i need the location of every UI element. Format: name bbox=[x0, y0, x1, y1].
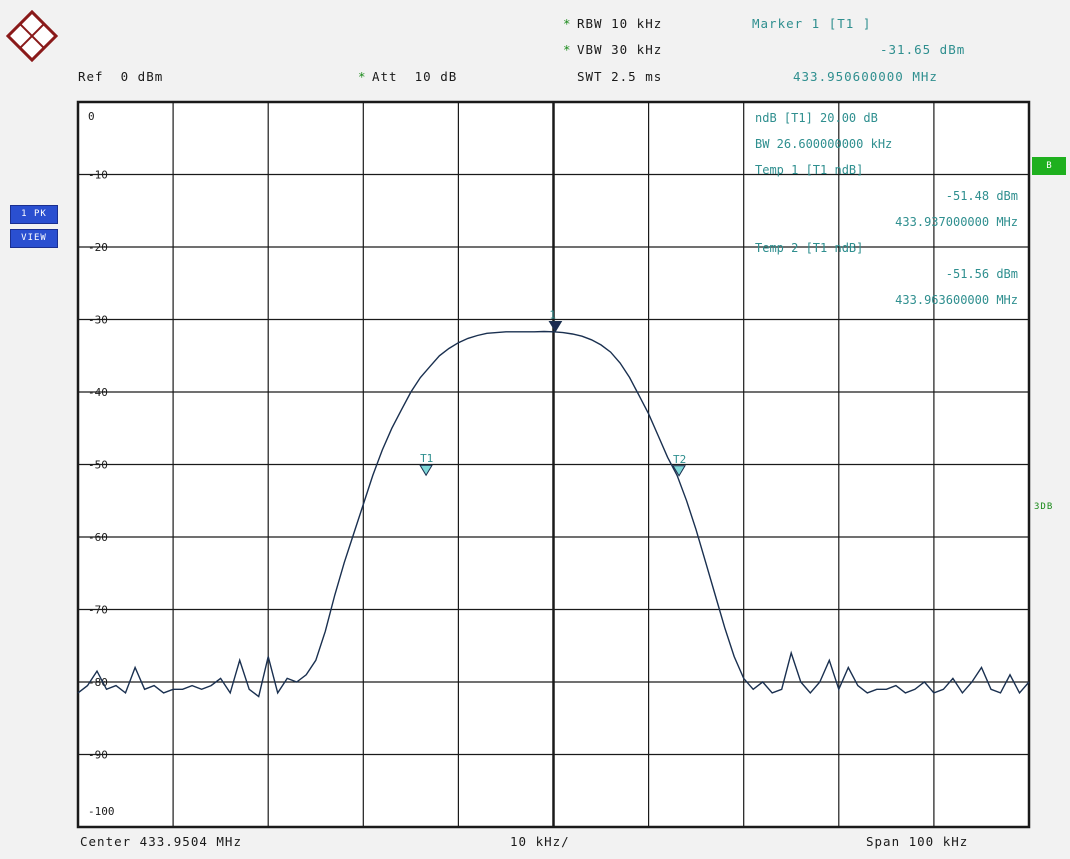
marker-info-line: ndB [T1] 20.00 dB bbox=[755, 111, 878, 125]
y-tick-label: -70 bbox=[88, 604, 108, 617]
markers: 1 T1 T2 bbox=[419, 308, 686, 477]
vbw-star: * bbox=[563, 42, 572, 57]
y-tick-label: -40 bbox=[88, 386, 108, 399]
marker-label: T2 bbox=[673, 453, 686, 466]
rohde-schwarz-logo bbox=[6, 10, 58, 62]
sweep-time: SWT 2.5 ms bbox=[577, 69, 663, 84]
marker-info-line: 433.963600000 MHz bbox=[895, 293, 1018, 307]
marker-level: -31.65 dBm bbox=[880, 42, 966, 57]
y-tick-label: -90 bbox=[88, 749, 108, 762]
marker-triangle bbox=[419, 464, 433, 477]
marker-info-line: Temp 2 [T1 ndB] bbox=[755, 241, 863, 255]
3db-label: 3DB bbox=[1034, 502, 1054, 512]
trace-line bbox=[77, 330, 1030, 698]
marker-info-line: BW 26.600000000 kHz bbox=[755, 137, 892, 151]
center-frequency: Center 433.9504 MHz bbox=[80, 834, 242, 849]
marker-info-panel: ndB [T1] 20.00 dB BW 26.600000000 kHz Temp… bbox=[755, 111, 1018, 307]
status-badge: B bbox=[1032, 157, 1066, 175]
y-tick-label: -80 bbox=[88, 676, 108, 689]
rbw-star: * bbox=[563, 16, 572, 31]
y-tick-labels: 0 -10 -20 -30 -40 -50 -60 -70 -80 -90 -100 bbox=[88, 110, 115, 818]
y-tick-label: -50 bbox=[88, 459, 108, 472]
y-tick-label: -20 bbox=[88, 241, 108, 254]
y-tick-label: -60 bbox=[88, 531, 108, 544]
marker-info-line: Temp 1 [T1 ndB] bbox=[755, 163, 863, 177]
marker-info-line: -51.56 dBm bbox=[946, 267, 1018, 281]
rbw: RBW 10 kHz bbox=[577, 16, 663, 31]
att-star: * bbox=[358, 69, 367, 84]
marker-frequency: 433.950600000 MHz bbox=[793, 69, 938, 84]
division-frequency: 10 kHz/ bbox=[510, 834, 570, 849]
marker-info-line: -51.48 dBm bbox=[946, 189, 1018, 203]
span: Span 100 kHz bbox=[866, 834, 969, 849]
grid bbox=[78, 102, 1029, 827]
y-tick-label: -100 bbox=[88, 805, 115, 818]
y-tick-label: -10 bbox=[88, 169, 108, 182]
marker-label: 1 bbox=[549, 308, 556, 321]
marker-label: T1 bbox=[420, 452, 433, 465]
marker-info-line: 433.937000000 MHz bbox=[895, 215, 1018, 229]
vbw: VBW 30 kHz bbox=[577, 42, 663, 57]
y-tick-label: -30 bbox=[88, 314, 108, 327]
y-tick-label: 0 bbox=[88, 110, 95, 123]
attenuation: Att 10 dB bbox=[372, 69, 458, 84]
marker-triangle bbox=[548, 320, 563, 333]
marker-triangle bbox=[672, 465, 686, 477]
view-badge: VIEW bbox=[10, 229, 58, 248]
ref-level: Ref 0 dBm bbox=[78, 69, 164, 84]
marker-title: Marker 1 [T1 ] bbox=[752, 16, 872, 31]
trace-mode-badge: 1 PK bbox=[10, 205, 58, 224]
